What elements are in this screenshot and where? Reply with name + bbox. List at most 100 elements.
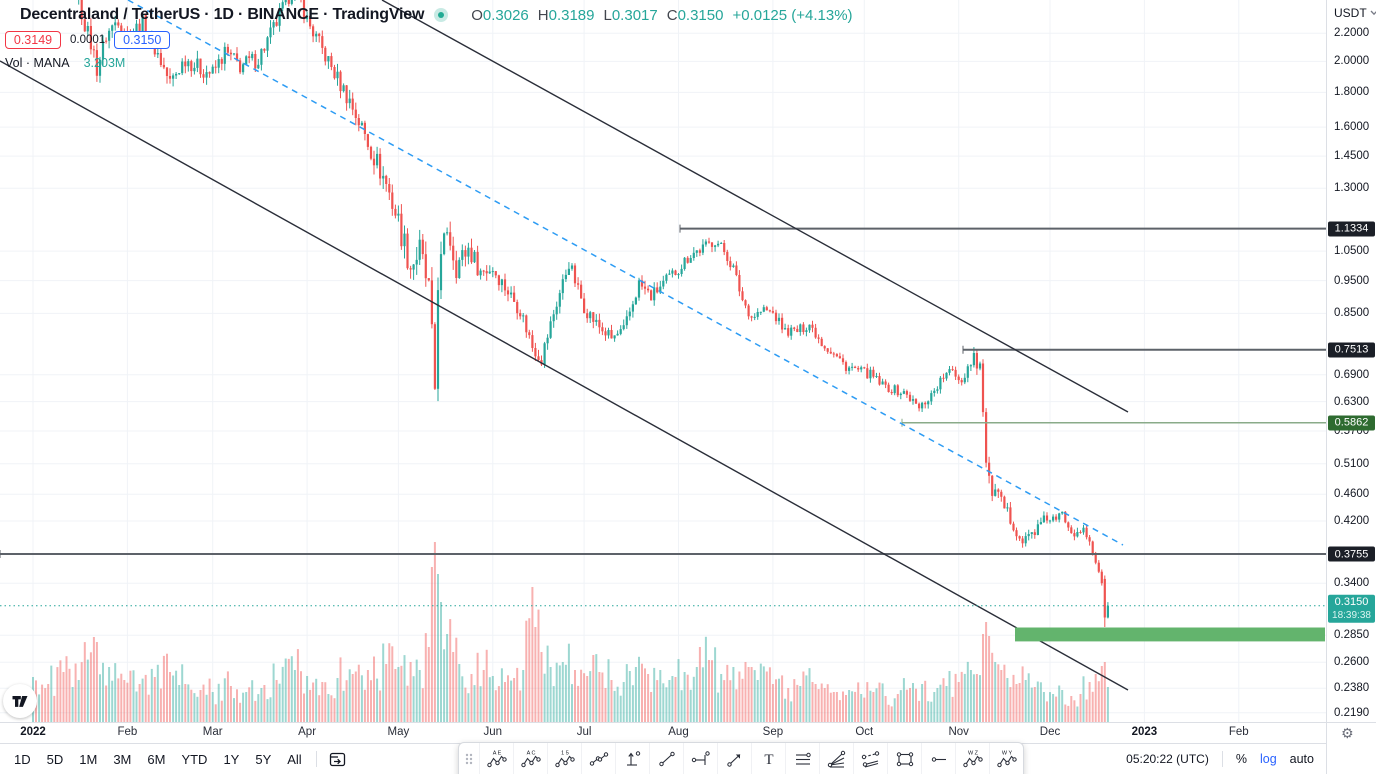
price-tick-label: 1.3000 bbox=[1334, 182, 1370, 195]
price-tick-label: 0.4200 bbox=[1334, 515, 1370, 527]
svg-text:W Z: W Z bbox=[967, 750, 978, 756]
price-level-badge[interactable]: 0.3755 bbox=[1328, 546, 1375, 562]
svg-text:T: T bbox=[764, 752, 773, 768]
trend-angle-icon bbox=[626, 750, 640, 766]
price-tick-label: 0.8500 bbox=[1334, 307, 1370, 320]
toolbar-drag-handle[interactable] bbox=[459, 743, 480, 774]
close-value: 0.3150 bbox=[677, 6, 724, 24]
time-axis-label: 2022 bbox=[20, 726, 46, 738]
fib-retracement-tool-button[interactable] bbox=[786, 743, 820, 774]
gann-fan-icon bbox=[827, 750, 845, 768]
trend-line-icon bbox=[658, 751, 675, 766]
range-button-3m[interactable]: 3M bbox=[113, 751, 132, 767]
range-button-1m[interactable]: 1M bbox=[79, 751, 98, 767]
market-status-icon[interactable] bbox=[434, 8, 449, 22]
price-level-badge[interactable]: 0.5862 bbox=[1328, 415, 1375, 431]
price-tick-label: 0.9500 bbox=[1334, 274, 1370, 287]
arrow-tool-button[interactable] bbox=[718, 743, 752, 774]
abcd-pattern-icon: A C bbox=[520, 750, 541, 767]
tradingview-logo-icon bbox=[12, 696, 28, 707]
xabcd-pattern-icon: A E bbox=[486, 750, 507, 767]
time-axis-label: Feb bbox=[117, 726, 138, 738]
text-tool-button[interactable]: T bbox=[752, 743, 786, 774]
open-label: O bbox=[471, 6, 483, 24]
status-bar: 05:20:22 (UTC) % log auto bbox=[1126, 744, 1314, 774]
svg-text:W Y: W Y bbox=[1001, 750, 1012, 756]
range-button-1y[interactable]: 1Y bbox=[223, 751, 240, 767]
price-tick-label: 0.3400 bbox=[1334, 577, 1370, 590]
elliott-wave-tool-button[interactable]: 1 5 bbox=[548, 743, 582, 774]
cypher-pattern-tool-button[interactable]: W Z bbox=[956, 743, 990, 774]
price-axis-currency[interactable]: USDT bbox=[1334, 6, 1376, 20]
time-axis-label: Sep bbox=[762, 726, 784, 738]
time-axis-label: Jul bbox=[576, 726, 592, 738]
range-button-5y[interactable]: 5Y bbox=[255, 751, 272, 767]
arrow-icon bbox=[726, 753, 740, 767]
tradingview-logo[interactable] bbox=[3, 684, 37, 718]
price-tick-label: 0.2380 bbox=[1334, 682, 1370, 695]
cypher-pattern-icon: W Z bbox=[962, 750, 983, 767]
time-axis-label: May bbox=[387, 726, 410, 738]
candlestick-chart[interactable] bbox=[0, 0, 1326, 722]
drag-handle-icon bbox=[465, 753, 473, 764]
close-label: C bbox=[666, 6, 678, 24]
price-level-badge[interactable]: 1.1334 bbox=[1328, 221, 1375, 237]
volume-value: 3.203M bbox=[83, 56, 126, 70]
disjoint-channel-icon bbox=[589, 751, 608, 766]
parallel-channel-icon bbox=[861, 750, 879, 768]
sell-button[interactable]: 0.3149 bbox=[5, 31, 61, 49]
price-tick-label: 2.0000 bbox=[1334, 55, 1370, 68]
range-button-ytd[interactable]: YTD bbox=[181, 751, 208, 767]
time-axis-label: Aug bbox=[668, 726, 689, 738]
time-axis-label: Jun bbox=[483, 726, 503, 738]
date-range-bar: 1D 5D 1M 3M 6M YTD 1Y 5Y All bbox=[6, 744, 352, 774]
price-level-badge[interactable]: 0.7513 bbox=[1328, 342, 1375, 358]
clock-button[interactable]: 05:20:22 (UTC) bbox=[1126, 752, 1209, 766]
bar-countdown: 18:39:38 bbox=[1332, 609, 1371, 621]
trend-line-tool-button[interactable] bbox=[650, 743, 684, 774]
price-tick-label: 1.6000 bbox=[1334, 121, 1370, 134]
volume-study-label[interactable]: Vol · MANA bbox=[5, 56, 70, 70]
three-drives-pattern-tool-button[interactable]: W Y bbox=[990, 743, 1023, 774]
range-button-6m[interactable]: 6M bbox=[147, 751, 166, 767]
go-to-date-button[interactable] bbox=[323, 749, 352, 770]
auto-scale-button[interactable]: auto bbox=[1289, 752, 1314, 766]
range-button-all[interactable]: All bbox=[287, 751, 302, 767]
currency-label: USDT bbox=[1334, 6, 1367, 20]
svg-text:A C: A C bbox=[526, 750, 535, 756]
price-tick-label: 0.2190 bbox=[1334, 706, 1370, 719]
xabcd-pattern-tool-button[interactable]: A E bbox=[480, 743, 514, 774]
price-tick-label: 1.8000 bbox=[1334, 86, 1370, 99]
range-button-1d[interactable]: 1D bbox=[14, 751, 31, 767]
range-button-5d[interactable]: 5D bbox=[46, 751, 64, 767]
disjoint-channel-tool-button[interactable] bbox=[582, 743, 616, 774]
price-tick-label: 0.4600 bbox=[1334, 488, 1370, 501]
floating-drawing-toolbar: A E A C 1 5 T W Z W Y bbox=[458, 742, 1024, 774]
rectangle-tool-button[interactable] bbox=[888, 743, 922, 774]
price-tick-label: 1.0500 bbox=[1334, 245, 1370, 258]
percent-scale-button[interactable]: % bbox=[1235, 752, 1247, 766]
open-value: 0.3026 bbox=[482, 6, 529, 24]
time-axis-label: Feb bbox=[1228, 726, 1249, 738]
gear-icon[interactable]: ⚙ bbox=[1341, 726, 1354, 742]
parallel-channel-tool-button[interactable] bbox=[854, 743, 888, 774]
symbol-title[interactable]: Decentraland / TetherUS · 1D · BINANCE ·… bbox=[20, 6, 425, 23]
trend-angle-tool-button[interactable] bbox=[616, 743, 650, 774]
elliott-wave-icon: 1 5 bbox=[554, 750, 575, 767]
gann-fan-tool-button[interactable] bbox=[820, 743, 854, 774]
time-axis[interactable]: 2022 Feb Mar Apr May Jun Jul Aug Sep Oct Nov Dec 202… bbox=[0, 722, 1326, 744]
extended-line-tool-button[interactable] bbox=[684, 743, 718, 774]
buy-button[interactable]: 0.3150 bbox=[114, 31, 171, 49]
current-price-badge[interactable]: 0.3150 18:39:38 bbox=[1328, 594, 1375, 623]
price-tick-label: 0.2850 bbox=[1334, 629, 1370, 642]
calendar-arrow-icon bbox=[329, 752, 345, 766]
price-axis[interactable]: USDT 2.2000 2.0000 1.8000 1.6000 1.4500 1.300… bbox=[1326, 0, 1376, 722]
chart-pane[interactable]: Decentraland / TetherUS · 1D · BINANCE ·… bbox=[0, 0, 1326, 722]
extended-line-icon bbox=[691, 750, 710, 765]
log-scale-button[interactable]: log bbox=[1259, 752, 1277, 766]
current-price-value: 0.3150 bbox=[1334, 595, 1369, 608]
abcd-pattern-tool-button[interactable]: A C bbox=[514, 743, 548, 774]
price-tick-label: 0.6300 bbox=[1334, 395, 1370, 408]
horizontal-ray-tool-button[interactable] bbox=[922, 743, 956, 774]
